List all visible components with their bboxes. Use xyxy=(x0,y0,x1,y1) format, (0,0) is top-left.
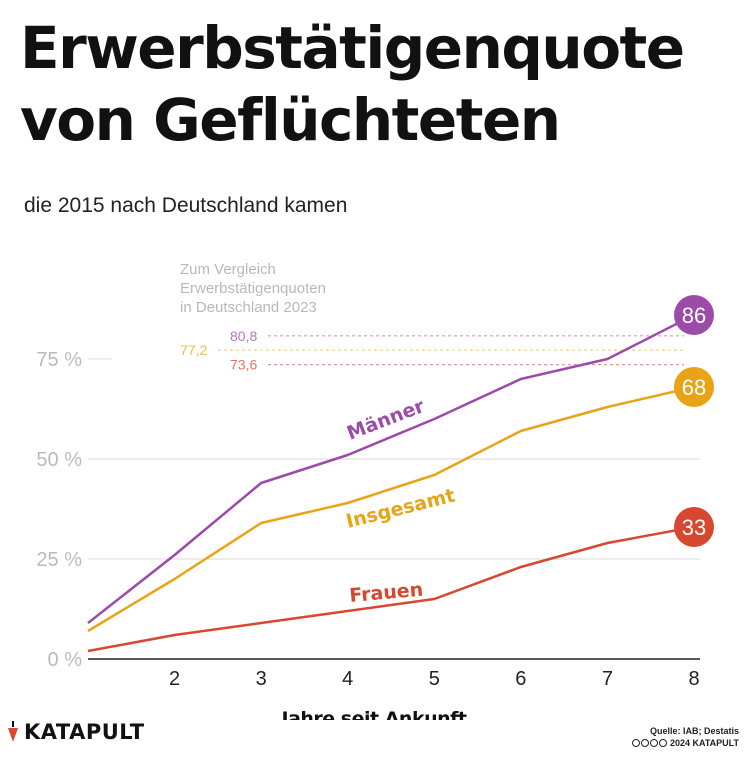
brand-logo: KATAPULT xyxy=(6,720,145,744)
x-tick-label: 6 xyxy=(515,668,526,690)
reference-note-line: Erwerbstätigenquoten xyxy=(180,280,326,297)
series-line-frauen xyxy=(87,525,695,653)
x-tick-label: 7 xyxy=(602,668,613,690)
brand-name: KATAPULT xyxy=(24,720,145,744)
end-value-label-frauen: 33 xyxy=(682,515,706,540)
source-note: Quelle: IAB; Destatis 2024 KATAPULT xyxy=(631,725,739,749)
series-label-insgesamt: Insgesamt xyxy=(344,485,457,533)
reference-note-line: in Deutschland 2023 xyxy=(180,299,317,316)
y-tick-label: 75 % xyxy=(36,349,82,371)
x-tick-label: 5 xyxy=(429,668,440,690)
chart-subtitle: die 2015 nach Deutschland kamen xyxy=(24,194,348,217)
katapult-logo-icon xyxy=(8,721,18,742)
creative-commons-icon xyxy=(631,739,667,747)
x-axis-title: Jahre seit Ankunft xyxy=(280,708,467,720)
title-line-1: Erwerbstätigenquote xyxy=(20,14,685,82)
line-chart: 0 % 25 % 50 % 75 % 2 3 4 5 6 7 8 Jahre seit Ankunft… xyxy=(36,261,714,720)
x-tick-label: 8 xyxy=(688,668,699,690)
series-label-maenner: Männer xyxy=(344,395,428,445)
reference-value-label: 80,8 xyxy=(230,328,257,344)
reference-note-line: Zum Vergleich xyxy=(180,261,276,278)
x-tick-label: 4 xyxy=(342,668,353,690)
copyright-text: 2024 KATAPULT xyxy=(669,738,739,748)
x-tick-label: 3 xyxy=(256,668,267,690)
end-value-label-maenner: 86 xyxy=(682,303,706,328)
reference-value-label: 77,2 xyxy=(180,342,207,358)
end-value-label-insgesamt: 68 xyxy=(682,375,706,400)
series-line-insgesamt xyxy=(87,385,695,633)
series-line-maenner xyxy=(87,313,695,624)
end-value-badge-insgesamt xyxy=(674,367,714,407)
y-tick-label: 25 % xyxy=(36,549,82,571)
source-text: Quelle: IAB; Destatis xyxy=(649,726,739,736)
end-value-badge-maenner xyxy=(674,295,714,335)
chart-title: Erwerbstätigenquote von Geflüchteten xyxy=(20,12,685,156)
y-tick-label: 50 % xyxy=(36,449,82,471)
x-tick-label: 2 xyxy=(169,668,180,690)
end-value-badge-frauen xyxy=(674,507,714,547)
y-tick-label: 0 % xyxy=(48,649,83,671)
reference-value-label: 73,6 xyxy=(230,357,257,373)
title-line-2: von Geflüchteten xyxy=(20,86,561,154)
